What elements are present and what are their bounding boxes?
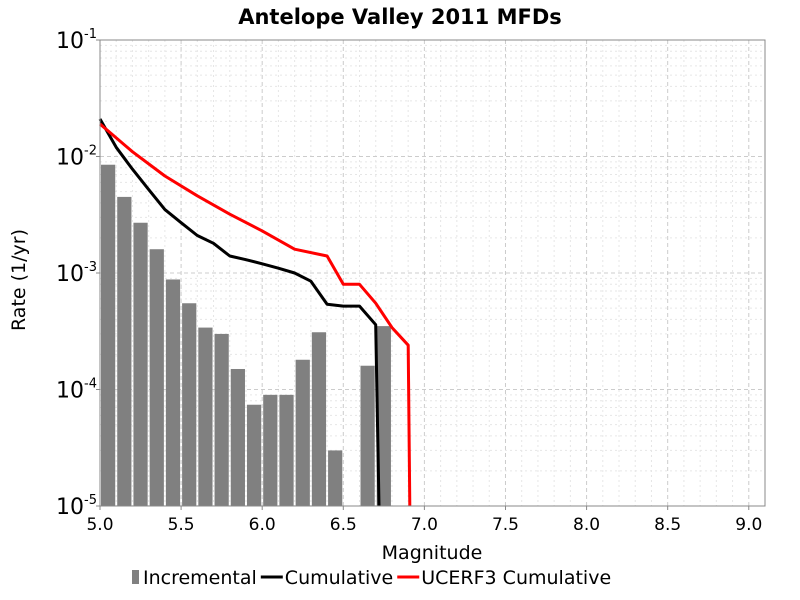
x-tick-label: 7.0 [411,515,438,535]
ucerf3-cumulative-line [99,122,412,507]
cumulative-lines [98,118,412,507]
incremental-bar [182,303,197,506]
incremental-bar [117,196,132,506]
x-tick-label: 8.5 [654,515,681,535]
incremental-bar [230,368,245,506]
y-tick-label: 10-4 [56,377,97,404]
legend: Incremental Cumulative UCERF3 Cumulative [132,567,611,589]
y-tick-label: 10-2 [56,144,97,171]
incremental-bar [376,326,391,506]
y-axis-ticks: 10-5 10-4 10-3 10-2 10-1 [56,27,100,520]
legend-swatch-incremental [132,570,139,584]
legend-label-ucerf3-cumulative: UCERF3 Cumulative [421,567,611,589]
cumulative-line [98,118,381,507]
incremental-bar [279,394,294,506]
y-tick-label: 10-3 [56,260,97,287]
incremental-bar [198,327,213,506]
x-tick-label: 5.0 [86,515,113,535]
legend-label-cumulative: Cumulative [285,567,393,589]
incremental-bar [214,333,229,506]
incremental-bar [133,222,148,506]
incremental-bar [149,249,164,506]
incremental-bar [165,279,181,506]
incremental-bar [263,394,278,506]
legend-label-incremental: Incremental [143,567,257,589]
x-axis-label: Magnitude [382,542,483,564]
x-tick-label: 9.0 [735,515,762,535]
x-tick-label: 6.0 [249,515,276,535]
chart-title: Antelope Valley 2011 MFDs [238,5,562,29]
incremental-bar [360,365,375,506]
y-axis-label: Rate (1/yr) [8,229,30,331]
x-tick-label: 6.5 [330,515,357,535]
incremental-bar [246,404,262,506]
incremental-bar [295,359,310,506]
incremental-bar [101,164,116,506]
x-axis-ticks: 5.0 5.5 6.0 6.5 7.0 7.5 8.0 8.5 9.0 [86,506,762,535]
x-tick-label: 5.5 [168,515,195,535]
incremental-bar [328,450,343,506]
incremental-bars [101,164,391,506]
incremental-bar [311,332,327,506]
y-tick-label: 10-1 [56,27,97,54]
x-tick-label: 8.0 [573,515,600,535]
x-tick-label: 7.5 [492,515,519,535]
y-tick-label: 10-5 [56,493,97,520]
